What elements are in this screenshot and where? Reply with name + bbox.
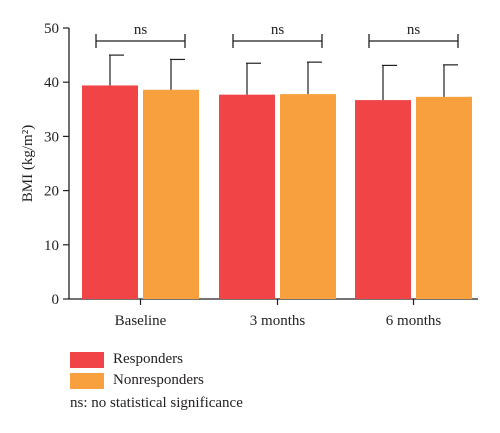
legend-item-nonresponders: Nonresponders — [70, 370, 204, 391]
x-tick-label: Baseline — [115, 313, 167, 329]
legend-swatch-responders — [70, 351, 104, 368]
legend: Responders Nonresponders — [70, 349, 204, 391]
y-axis-label: BMI (kg/m²) — [20, 125, 36, 202]
significance-label: ns — [134, 22, 148, 38]
bmi-bar-chart: 0 10 20 30 40 50 BMI (kg/m²) Baseline ns 3 months… — [20, 21, 478, 329]
significance-label: ns — [407, 22, 421, 38]
y-tick-label: 40 — [44, 75, 59, 91]
bar-nonresponders-baseline — [143, 89, 199, 300]
y-tick-label: 0 — [52, 292, 60, 308]
legend-item-responders: Responders — [70, 349, 204, 370]
bar-responders-3-months — [219, 94, 275, 299]
bar-responders-6-months — [355, 100, 411, 299]
bar-nonresponders-3-months — [280, 94, 336, 300]
y-tick-label: 10 — [44, 238, 59, 254]
legend-label-responders: Responders — [113, 351, 183, 367]
y-tick-label: 50 — [44, 21, 59, 37]
bar-responders-baseline — [82, 85, 138, 300]
legend-label-nonresponders: Nonresponders — [113, 372, 204, 388]
x-tick-label: 3 months — [250, 313, 306, 329]
bar-nonresponders-6-months — [416, 96, 472, 299]
legend-swatch-nonresponders — [70, 372, 104, 389]
significance-label: ns — [271, 22, 285, 38]
x-tick-label: 6 months — [386, 313, 442, 329]
significance-footnote: ns: no statistical significance — [70, 395, 243, 411]
y-tick-label: 30 — [44, 129, 59, 145]
y-tick-label: 20 — [44, 184, 59, 200]
